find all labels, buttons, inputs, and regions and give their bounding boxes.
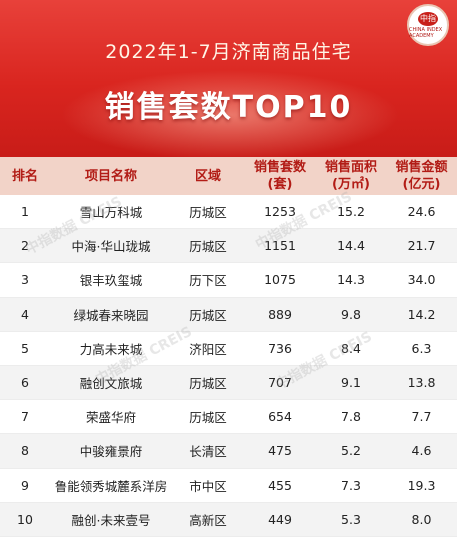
title-banner: 中指 CHINA INDEX ACADEMY 2022年1-7月济南商品住宅 销… bbox=[0, 0, 457, 157]
cell-sales-area: 14.3 bbox=[316, 262, 386, 298]
cell-sales-area: 8.4 bbox=[316, 331, 386, 366]
table-row: 5 力高未来城 济阳区 736 8.4 6.3 bbox=[0, 331, 457, 366]
cell-sales-area: 7.8 bbox=[316, 399, 386, 435]
logo-text: CHINA INDEX ACADEMY bbox=[409, 26, 443, 39]
ranking-table: 排名 项目名称 区域 销售套数 (套) 销售面积 (万㎡) 销售金额 (亿元) 1 雪山… bbox=[0, 157, 457, 537]
cell-sales-amount: 24.6 bbox=[386, 195, 457, 230]
cell-district: 历城区 bbox=[172, 228, 244, 264]
cell-name: 中骏雍景府 bbox=[50, 433, 172, 469]
cell-name: 绿城春来晓园 bbox=[50, 297, 172, 332]
header-rank: 排名 bbox=[0, 157, 50, 195]
banner-glow bbox=[60, 70, 400, 157]
cell-name: 荣盛华府 bbox=[50, 399, 172, 435]
header-sales-units: 销售套数 (套) bbox=[244, 157, 316, 195]
cell-sales-amount: 19.3 bbox=[386, 468, 457, 503]
cell-rank: 10 bbox=[0, 502, 50, 537]
table-row: 7 荣盛华府 历城区 654 7.8 7.7 bbox=[0, 399, 457, 435]
cell-rank: 5 bbox=[0, 331, 50, 366]
cell-rank: 3 bbox=[0, 262, 50, 298]
cell-sales-units: 1075 bbox=[244, 262, 316, 298]
cell-rank: 8 bbox=[0, 433, 50, 469]
cell-sales-amount: 13.8 bbox=[386, 365, 457, 401]
cell-district: 历城区 bbox=[172, 195, 244, 230]
cell-sales-units: 1253 bbox=[244, 195, 316, 230]
cell-district: 长清区 bbox=[172, 433, 244, 469]
logo-mark: 中指 bbox=[418, 11, 438, 26]
cell-district: 济阳区 bbox=[172, 331, 244, 366]
cell-sales-units: 654 bbox=[244, 399, 316, 435]
cell-rank: 6 bbox=[0, 365, 50, 401]
table-row: 10 融创·未来壹号 高新区 449 5.3 8.0 bbox=[0, 502, 457, 537]
cell-district: 市中区 bbox=[172, 468, 244, 503]
cell-sales-area: 5.2 bbox=[316, 433, 386, 469]
table-header-row: 排名 项目名称 区域 销售套数 (套) 销售面积 (万㎡) 销售金额 (亿元) bbox=[0, 157, 457, 195]
cell-district: 高新区 bbox=[172, 502, 244, 537]
cell-sales-units: 449 bbox=[244, 502, 316, 537]
table-row: 1 雪山万科城 历城区 1253 15.2 24.6 bbox=[0, 195, 457, 230]
cell-sales-amount: 4.6 bbox=[386, 433, 457, 469]
table-body: 1 雪山万科城 历城区 1253 15.2 24.6 2 中海·华山珑城 历城区 1151 14.4… bbox=[0, 195, 457, 537]
cell-sales-amount: 6.3 bbox=[386, 331, 457, 366]
cell-rank: 7 bbox=[0, 399, 50, 435]
header-project-name: 项目名称 bbox=[50, 157, 172, 195]
cell-sales-units: 455 bbox=[244, 468, 316, 503]
cell-rank: 4 bbox=[0, 297, 50, 332]
table-row: 2 中海·华山珑城 历城区 1151 14.4 21.7 bbox=[0, 228, 457, 264]
header-sales-area: 销售面积 (万㎡) bbox=[316, 157, 386, 195]
table-row: 8 中骏雍景府 长清区 475 5.2 4.6 bbox=[0, 433, 457, 469]
cell-district: 历城区 bbox=[172, 365, 244, 401]
cell-name: 鲁能领秀城麓系洋房 bbox=[50, 468, 172, 503]
cell-name: 融创文旅城 bbox=[50, 365, 172, 401]
cell-sales-area: 14.4 bbox=[316, 228, 386, 264]
cell-sales-area: 9.8 bbox=[316, 297, 386, 332]
cell-district: 历城区 bbox=[172, 399, 244, 435]
cell-district: 历城区 bbox=[172, 297, 244, 332]
company-logo: 中指 CHINA INDEX ACADEMY bbox=[407, 4, 449, 46]
cell-sales-units: 736 bbox=[244, 331, 316, 366]
cell-name: 力高未来城 bbox=[50, 331, 172, 366]
table-row: 3 银丰玖玺城 历下区 1075 14.3 34.0 bbox=[0, 262, 457, 298]
cell-sales-units: 475 bbox=[244, 433, 316, 469]
cell-sales-amount: 7.7 bbox=[386, 399, 457, 435]
cell-name: 中海·华山珑城 bbox=[50, 228, 172, 264]
cell-rank: 2 bbox=[0, 228, 50, 264]
header-district: 区域 bbox=[172, 157, 244, 195]
cell-district: 历下区 bbox=[172, 262, 244, 298]
cell-sales-units: 1151 bbox=[244, 228, 316, 264]
cell-name: 融创·未来壹号 bbox=[50, 502, 172, 537]
cell-sales-units: 707 bbox=[244, 365, 316, 401]
table-row: 6 融创文旅城 历城区 707 9.1 13.8 bbox=[0, 365, 457, 401]
banner-subtitle: 2022年1-7月济南商品住宅 bbox=[105, 41, 352, 63]
cell-sales-amount: 21.7 bbox=[386, 228, 457, 264]
cell-sales-area: 9.1 bbox=[316, 365, 386, 401]
banner-title: 销售套数TOP10 bbox=[104, 90, 353, 125]
cell-sales-area: 5.3 bbox=[316, 502, 386, 537]
cell-rank: 1 bbox=[0, 195, 50, 230]
header-sales-amount: 销售金额 (亿元) bbox=[386, 157, 457, 195]
cell-sales-area: 7.3 bbox=[316, 468, 386, 503]
cell-sales-amount: 14.2 bbox=[386, 297, 457, 332]
cell-name: 银丰玖玺城 bbox=[50, 262, 172, 298]
table-row: 4 绿城春来晓园 历城区 889 9.8 14.2 bbox=[0, 297, 457, 332]
cell-sales-area: 15.2 bbox=[316, 195, 386, 230]
cell-name: 雪山万科城 bbox=[50, 195, 172, 230]
cell-sales-units: 889 bbox=[244, 297, 316, 332]
cell-sales-amount: 8.0 bbox=[386, 502, 457, 537]
table-row: 9 鲁能领秀城麓系洋房 市中区 455 7.3 19.3 bbox=[0, 468, 457, 503]
cell-rank: 9 bbox=[0, 468, 50, 503]
cell-sales-amount: 34.0 bbox=[386, 262, 457, 298]
